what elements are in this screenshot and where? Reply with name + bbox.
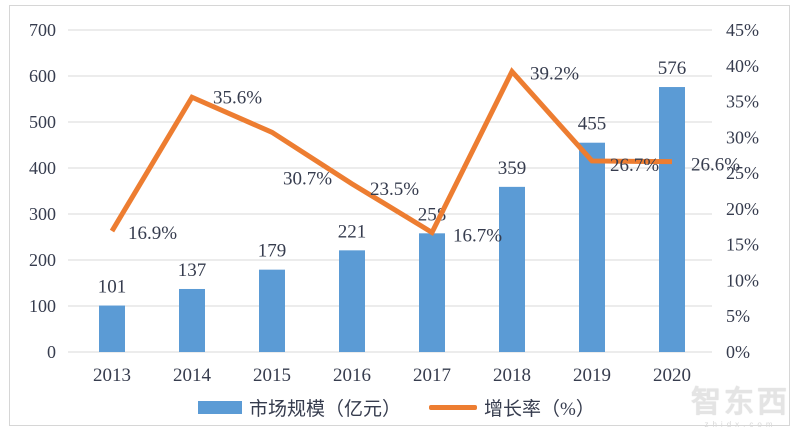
line-value-label: 35.6%	[213, 87, 262, 108]
market-size-bar	[579, 142, 605, 352]
market-size-bar	[259, 269, 285, 352]
line-value-label: 23.5%	[370, 179, 419, 200]
bar-value-label: 101	[98, 277, 127, 298]
x-axis-year-label: 2018	[493, 365, 531, 386]
right-axis-tick-label: 25%	[726, 163, 759, 183]
left-axis-tick-label: 200	[29, 250, 56, 270]
market-size-bar	[419, 233, 445, 352]
x-axis-year-label: 2019	[573, 365, 611, 386]
left-axis-tick-label: 500	[29, 112, 56, 132]
market-size-bar	[339, 250, 365, 352]
legend-label-market-size: 市场规模（亿元）	[249, 399, 402, 420]
legend-item-growth-rate: 增长率（%）	[429, 394, 595, 421]
market-size-bar	[179, 288, 205, 352]
x-axis-year-label: 2014	[173, 365, 212, 386]
bar-series-swatch-icon	[198, 401, 242, 414]
chart-legend: 市场规模（亿元） 增长率（%）	[198, 394, 595, 421]
market-size-bar	[659, 87, 685, 352]
right-axis-tick-label: 10%	[726, 270, 759, 290]
right-axis-tick-label: 30%	[726, 127, 759, 147]
bar-value-label: 576	[658, 58, 687, 79]
watermark-logo: 智东西	[691, 386, 790, 419]
left-axis-tick-label: 300	[29, 204, 56, 224]
right-axis-tick-label: 45%	[726, 20, 759, 40]
right-axis-tick-label: 15%	[726, 235, 759, 255]
bar-value-label: 221	[338, 221, 367, 242]
line-value-label: 26.6%	[691, 155, 740, 176]
market-size-bar	[499, 186, 525, 352]
line-series-swatch-icon	[429, 405, 478, 410]
left-axis-tick-label: 100	[29, 296, 56, 316]
x-axis-year-label: 2015	[253, 365, 291, 386]
right-axis-tick-label: 40%	[726, 56, 759, 76]
x-axis-year-label: 2016	[333, 365, 371, 386]
bar-value-label: 359	[498, 158, 527, 179]
right-axis-tick-label: 35%	[726, 92, 759, 112]
x-axis-year-label: 2020	[653, 365, 691, 386]
left-axis-tick-label: 400	[29, 158, 56, 178]
left-axis-tick-label: 600	[29, 66, 56, 86]
left-axis-tick-label: 700	[29, 20, 56, 40]
x-axis-year-label: 2017	[413, 365, 451, 386]
watermark-site-text: zhidx.com	[704, 420, 777, 429]
legend-item-market-size: 市场规模（亿元）	[198, 394, 401, 421]
right-axis-tick-label: 20%	[726, 199, 759, 219]
left-axis-tick-label: 0	[47, 342, 56, 362]
bar-value-label: 137	[178, 260, 207, 281]
right-axis-tick-label: 5%	[726, 306, 750, 326]
right-axis-tick-label: 0%	[726, 342, 750, 362]
line-value-label: 16.9%	[128, 223, 177, 244]
bar-value-label: 455	[578, 114, 607, 135]
growth-rate-line	[109, 67, 673, 237]
x-axis-year-label: 2013	[93, 365, 131, 386]
line-value-label: 26.7%	[610, 155, 659, 176]
line-value-label: 16.7%	[453, 226, 502, 247]
line-value-label: 39.2%	[530, 64, 579, 85]
bar-value-label: 179	[258, 241, 287, 262]
watermark: 智东西 zhidx.com	[691, 388, 790, 429]
market-size-bar	[99, 305, 125, 352]
legend-label-growth-rate: 增长率（%）	[484, 399, 595, 420]
line-value-label: 30.7%	[283, 168, 332, 189]
